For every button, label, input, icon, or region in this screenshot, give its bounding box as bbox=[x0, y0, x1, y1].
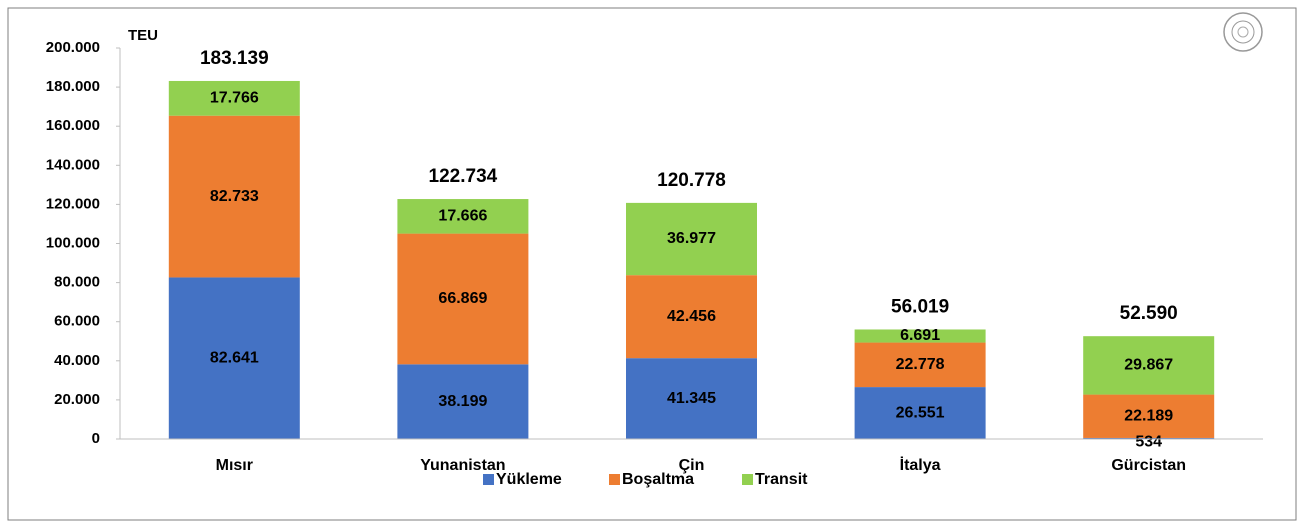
x-tick-label: Çin bbox=[679, 457, 705, 474]
legend-swatch bbox=[742, 474, 753, 485]
value-label: 29.867 bbox=[1124, 357, 1173, 374]
value-label: 38.199 bbox=[438, 393, 487, 410]
y-tick-label: 200.000 bbox=[46, 39, 100, 56]
value-label: 534 bbox=[1135, 434, 1162, 451]
bar-segment bbox=[1083, 437, 1215, 439]
total-label: 56.019 bbox=[891, 296, 949, 317]
bar-segment bbox=[626, 275, 757, 359]
y-tick-label: 100.000 bbox=[46, 234, 100, 251]
legend-swatch bbox=[483, 474, 494, 485]
value-label: 17.766 bbox=[210, 90, 259, 107]
value-label: 36.977 bbox=[667, 230, 716, 247]
total-label: 52.590 bbox=[1120, 303, 1178, 324]
value-label: 42.456 bbox=[667, 308, 716, 325]
legend-swatch bbox=[609, 474, 620, 485]
y-unit-label: TEU bbox=[128, 27, 158, 44]
bar-segment bbox=[397, 233, 529, 365]
value-label: 82.641 bbox=[210, 349, 259, 366]
legend-label: Boşaltma bbox=[622, 471, 694, 488]
total-label: 122.734 bbox=[429, 166, 498, 187]
y-tick-label: 140.000 bbox=[46, 156, 100, 173]
bar-segment bbox=[1083, 394, 1215, 438]
value-label: 6.691 bbox=[900, 327, 940, 344]
bar-segment bbox=[397, 199, 529, 234]
bar-segment bbox=[168, 115, 300, 278]
y-tick-label: 160.000 bbox=[46, 117, 100, 134]
legend-label: Transit bbox=[755, 471, 808, 488]
bar-segment bbox=[397, 364, 529, 439]
bar-segment bbox=[626, 202, 757, 276]
bar-segment bbox=[168, 80, 300, 116]
chart-border bbox=[7, 7, 1297, 521]
emblem bbox=[1223, 12, 1263, 52]
bar-segment bbox=[626, 358, 757, 439]
bar-segment bbox=[168, 277, 300, 439]
bar-segment bbox=[1083, 336, 1215, 395]
x-tick-label: İtalya bbox=[900, 456, 941, 474]
value-label: 22.189 bbox=[1124, 407, 1173, 424]
total-label: 183.139 bbox=[200, 48, 269, 69]
y-tick-label: 40.000 bbox=[54, 352, 100, 369]
y-tick-label: 60.000 bbox=[54, 313, 100, 330]
value-label: 17.666 bbox=[438, 208, 487, 225]
x-tick-label: Mısır bbox=[216, 457, 253, 474]
total-label: 120.778 bbox=[657, 170, 726, 191]
value-label: 82.733 bbox=[210, 188, 259, 205]
value-label: 66.869 bbox=[438, 290, 487, 307]
y-tick-label: 180.000 bbox=[46, 78, 100, 95]
y-tick-label: 120.000 bbox=[46, 195, 100, 212]
y-tick-label: 20.000 bbox=[54, 391, 100, 408]
x-tick-label: Yunanistan bbox=[420, 457, 505, 474]
bar-segment bbox=[854, 387, 986, 439]
legend-label: Yükleme bbox=[496, 471, 562, 488]
value-label: 22.778 bbox=[896, 356, 945, 373]
bar-segment bbox=[854, 329, 986, 343]
value-label: 41.345 bbox=[667, 390, 716, 407]
value-label: 26.551 bbox=[896, 404, 945, 421]
y-tick-label: 80.000 bbox=[54, 274, 100, 291]
x-tick-label: Gürcistan bbox=[1111, 457, 1186, 474]
y-tick-label: 0 bbox=[92, 430, 100, 447]
bar-segment bbox=[854, 342, 986, 388]
